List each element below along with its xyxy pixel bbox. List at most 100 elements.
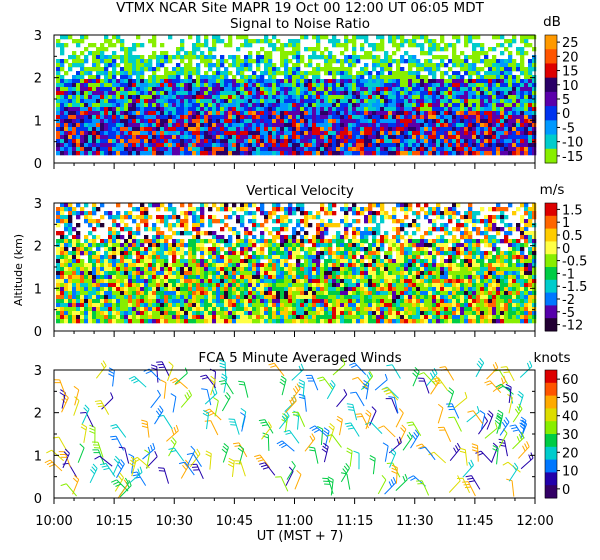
heatmap-cell [292, 115, 297, 120]
heatmap-cell [144, 267, 149, 272]
heatmap-cell [284, 43, 289, 48]
heatmap-cell [192, 227, 197, 232]
heatmap-cell [140, 247, 145, 252]
heatmap-cell [188, 91, 193, 96]
heatmap-cell [340, 123, 345, 128]
heatmap-cell [388, 115, 393, 120]
heatmap-cell [324, 35, 329, 40]
heatmap-cell [288, 303, 293, 308]
heatmap-cell [484, 139, 489, 144]
heatmap-cell [112, 319, 117, 324]
heatmap-cell [236, 251, 241, 256]
heatmap-cell [216, 307, 221, 312]
heatmap-cell [88, 239, 93, 244]
heatmap-cell [324, 63, 329, 68]
heatmap-cell [64, 151, 69, 156]
heatmap-cell [432, 131, 437, 136]
heatmap-cell [340, 283, 345, 288]
heatmap-cell [192, 255, 197, 260]
heatmap-cell [300, 107, 305, 112]
heatmap-cell [464, 111, 469, 116]
heatmap-cell [260, 263, 265, 268]
heatmap-cell [252, 271, 257, 276]
heatmap-cell [352, 55, 357, 60]
heatmap-cell [168, 267, 173, 272]
heatmap-cell [476, 35, 481, 40]
heatmap-cell [268, 151, 273, 156]
heatmap-cell [280, 131, 285, 136]
heatmap-cell [228, 319, 233, 324]
y-tick-label: 0 [34, 157, 42, 172]
heatmap-cell [364, 71, 369, 76]
heatmap-cell [288, 79, 293, 84]
heatmap-cell [388, 107, 393, 112]
heatmap-cell [76, 231, 81, 236]
heatmap-cell [272, 319, 277, 324]
heatmap-cell [236, 275, 241, 280]
heatmap-cell [236, 243, 241, 248]
heatmap-cell [352, 111, 357, 116]
heatmap-cell [304, 247, 309, 252]
heatmap-cell [516, 91, 521, 96]
heatmap-cell [316, 307, 321, 312]
heatmap-cell [84, 119, 89, 124]
heatmap-cell [172, 135, 177, 140]
heatmap-cell [196, 299, 201, 304]
heatmap-cell [384, 139, 389, 144]
heatmap-cell [176, 51, 181, 56]
heatmap-cell [96, 283, 101, 288]
heatmap-cell [80, 315, 85, 320]
heatmap-cell [124, 95, 129, 100]
heatmap-cell [368, 139, 373, 144]
heatmap-cell [92, 119, 97, 124]
heatmap-cell [224, 255, 229, 260]
heatmap-cell [140, 115, 145, 120]
heatmap-cell [516, 143, 521, 148]
heatmap-cell [60, 67, 65, 72]
heatmap-cell [336, 119, 341, 124]
heatmap-cell [216, 135, 221, 140]
heatmap-cell [472, 67, 477, 72]
heatmap-cell [508, 91, 513, 96]
heatmap-cell [76, 203, 81, 208]
heatmap-cell [324, 135, 329, 140]
heatmap-cell [160, 315, 165, 320]
heatmap-cell [116, 127, 121, 132]
heatmap-cell [116, 235, 121, 240]
heatmap-cell [308, 223, 313, 228]
heatmap-cell [212, 83, 217, 88]
heatmap-cell [168, 131, 173, 136]
heatmap-cell [76, 127, 81, 132]
heatmap-cell [80, 95, 85, 100]
heatmap-cell [324, 251, 329, 256]
heatmap-cell [108, 135, 113, 140]
heatmap-cell [236, 79, 241, 84]
heatmap-cell [312, 91, 317, 96]
heatmap-cell [388, 127, 393, 132]
heatmap-cell [72, 131, 77, 136]
heatmap-cell [396, 147, 401, 152]
heatmap-cell [164, 107, 169, 112]
heatmap-cell [292, 91, 297, 96]
heatmap-cell [520, 151, 525, 156]
heatmap-cell [248, 91, 253, 96]
figure-title: VTMX NCAR Site MAPR 19 Oct 00 12:00 UT 0… [116, 0, 484, 16]
heatmap-cell [404, 87, 409, 92]
heatmap-cell [232, 75, 237, 80]
heatmap-cell [140, 67, 145, 72]
heatmap-cell [84, 47, 89, 52]
heatmap-cell [236, 131, 241, 136]
heatmap-cell [272, 131, 277, 136]
heatmap-cell [256, 291, 261, 296]
heatmap-cell [116, 83, 121, 88]
heatmap-cell [176, 275, 181, 280]
heatmap-cell [108, 255, 113, 260]
heatmap-cell [376, 135, 381, 140]
heatmap-cell [112, 99, 117, 104]
heatmap-cell [220, 247, 225, 252]
heatmap-cell [88, 287, 93, 292]
heatmap-cell [392, 99, 397, 104]
heatmap-cell [364, 131, 369, 136]
heatmap-cell [488, 127, 493, 132]
heatmap-cell [288, 127, 293, 132]
